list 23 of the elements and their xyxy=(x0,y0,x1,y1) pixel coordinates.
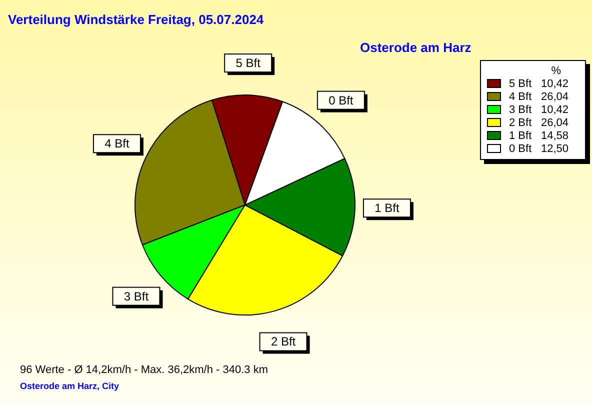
legend-label: 4 Bft xyxy=(509,90,533,102)
legend-label: 3 Bft xyxy=(509,104,533,116)
slice-label: 1 Bft xyxy=(374,201,400,216)
data-label: 26,04 xyxy=(541,116,569,128)
text: Osterode am Harz, City xyxy=(20,381,120,391)
slice-label: 3 Bft xyxy=(124,289,150,304)
legend-label: 1 Bft xyxy=(509,130,533,142)
data-label: 10,42 xyxy=(541,104,569,116)
legend-label: 5 Bft xyxy=(509,78,533,90)
chart-subtitle: Osterode am Harz xyxy=(360,40,472,55)
slice-label: 5 Bft xyxy=(236,56,262,70)
legend-title: % xyxy=(550,65,562,77)
slice-label: 2 Bft xyxy=(270,334,296,349)
text: 96 Werte - Ø 14,2km/h - Max. 36,2km/h - 340.3 km xyxy=(20,364,268,376)
slice-label: 4 Bft xyxy=(104,136,130,151)
chart-title: Verteilung Windstärke Freitag, 05.07.2024 xyxy=(8,12,264,27)
data-label: 12,50 xyxy=(541,142,569,154)
data-label: 14,58 xyxy=(541,130,569,142)
data-label: 26,04 xyxy=(541,90,569,102)
legend-label: 0 Bft xyxy=(509,142,533,154)
data-label: 10,42 xyxy=(541,78,569,90)
slice-label: 0 Bft xyxy=(328,93,354,108)
legend-label: 2 Bft xyxy=(509,116,533,128)
